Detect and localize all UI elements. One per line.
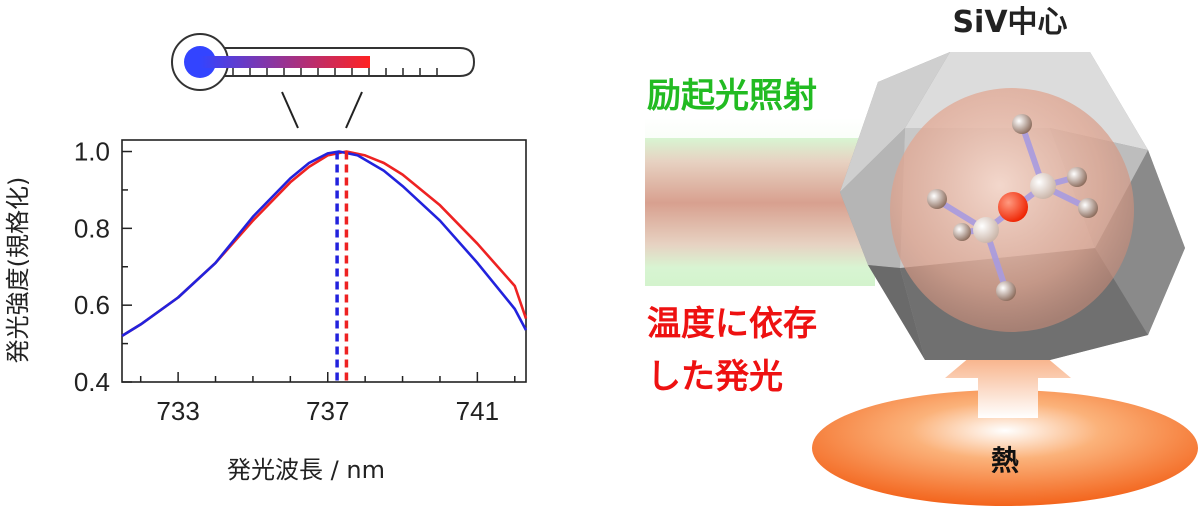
excitation-beam bbox=[645, 118, 875, 286]
carbon-atom bbox=[996, 281, 1016, 301]
y-tick-label: 1.0 bbox=[74, 137, 110, 167]
x-axis-label: 発光波長 / nm bbox=[227, 456, 385, 484]
axis-ticks: 733 737 741 0.4 0.6 0.8 1.0 bbox=[74, 137, 516, 426]
carbon-atom bbox=[1067, 167, 1087, 187]
y-axis-label: 発光強度(規格化) bbox=[4, 177, 32, 364]
y-tick-label: 0.6 bbox=[74, 290, 110, 320]
series-line-blue bbox=[121, 150, 528, 338]
heat-source bbox=[812, 390, 1198, 506]
vacancy-site bbox=[973, 217, 999, 243]
emission-label-line1: 温度に依存 bbox=[647, 304, 817, 344]
excitation-label: 励起光照射 bbox=[647, 76, 817, 116]
series-line-red bbox=[121, 150, 528, 338]
x-tick-label: 741 bbox=[456, 396, 499, 426]
emission-label-line2: した発光 bbox=[647, 357, 783, 397]
thermometer-icon bbox=[171, 33, 476, 129]
plot-frame bbox=[121, 139, 527, 383]
y-tick-label: 0.4 bbox=[74, 367, 110, 397]
carbon-atom bbox=[953, 223, 971, 241]
x-tick-label: 737 bbox=[306, 396, 349, 426]
spectrum-chart: 733 737 741 0.4 0.6 0.8 1.0 発光波長 / nm 発光強度(規格化… bbox=[4, 137, 528, 484]
diagram-title: SiV中心 bbox=[952, 5, 1067, 40]
heat-label: 熱 bbox=[991, 444, 1019, 477]
heat-arrow bbox=[945, 325, 1071, 418]
y-tick-label: 0.8 bbox=[74, 213, 110, 243]
carbon-atom bbox=[927, 189, 947, 209]
plot-area bbox=[121, 150, 528, 382]
silicon-atom bbox=[998, 192, 1028, 222]
vacancy-site bbox=[1030, 173, 1056, 199]
carbon-atom bbox=[1078, 198, 1098, 218]
carbon-atom bbox=[1012, 114, 1032, 134]
x-tick-label: 733 bbox=[156, 396, 199, 426]
